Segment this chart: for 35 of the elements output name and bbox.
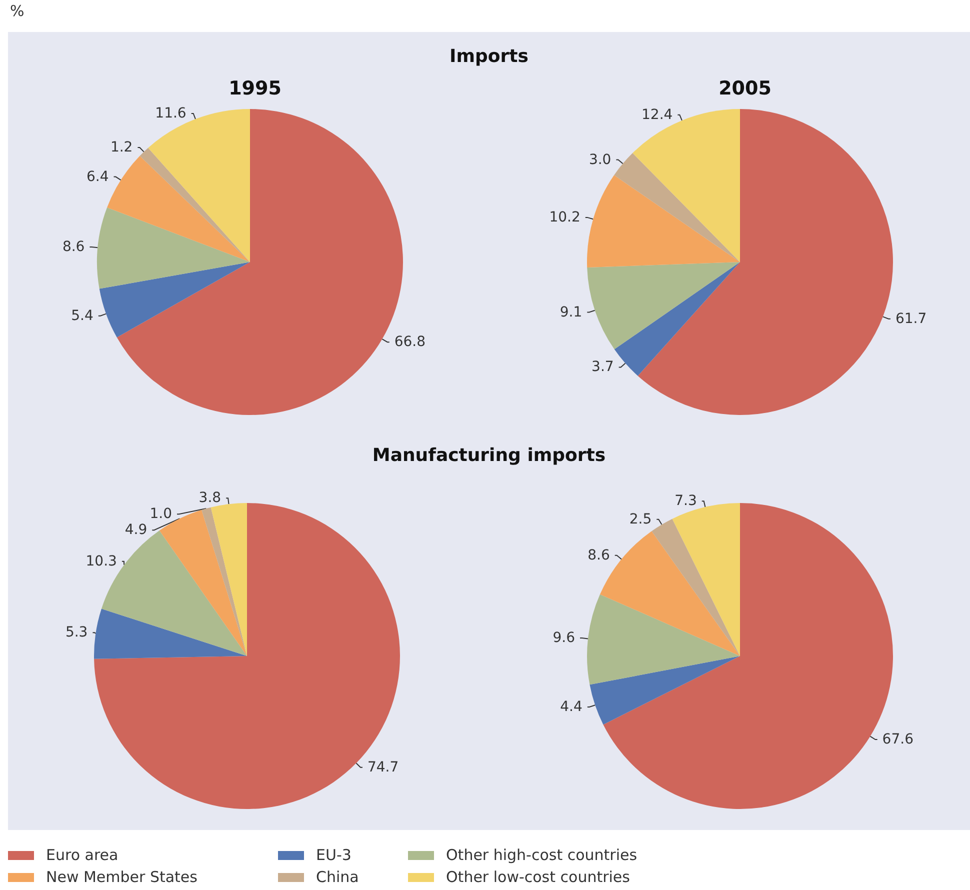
data-label: 4.9 [124, 522, 148, 538]
data-label: 12.4 [642, 106, 673, 123]
data-label: 4.4 [560, 699, 583, 716]
legend-label: EU-3 [315, 846, 352, 864]
chart-subtitle: 1995 [228, 78, 282, 100]
legend-label: Euro area [45, 846, 118, 864]
data-label: 8.6 [588, 547, 610, 564]
chart-subtitle: 2005 [718, 78, 772, 100]
data-label: 9.6 [552, 630, 576, 646]
data-label: 3.8 [198, 490, 222, 506]
legend-label: New Member States [45, 868, 198, 886]
data-label: 61.7 [895, 310, 927, 327]
data-label: 74.7 [367, 759, 399, 776]
data-label: 10.2 [549, 209, 580, 226]
legend-label: Other low-cost countries [445, 868, 630, 886]
chart-title: Imports [448, 46, 530, 67]
data-label: 6.4 [86, 168, 109, 185]
data-label: 66.8 [394, 334, 426, 350]
data-label: 5.4 [71, 308, 94, 324]
data-label: 8.6 [62, 239, 85, 256]
data-label: 10.3 [86, 553, 117, 570]
data-label: 5.3 [65, 624, 88, 641]
data-label: 3.0 [588, 152, 612, 168]
text: Manufacturing imports [371, 445, 607, 466]
data-label: 11.6 [155, 105, 186, 122]
data-label: 9.1 [560, 304, 582, 320]
data-label: 1.2 [110, 139, 133, 156]
legend-label: China [315, 868, 359, 886]
data-label: 67.6 [882, 732, 914, 748]
text: % [10, 2, 24, 20]
data-label: 3.7 [592, 359, 614, 376]
data-label: 1.0 [150, 506, 172, 522]
data-label: 2.5 [629, 511, 652, 528]
legend-label: Other high-cost countries [445, 846, 638, 864]
data-label: 7.3 [674, 493, 697, 510]
